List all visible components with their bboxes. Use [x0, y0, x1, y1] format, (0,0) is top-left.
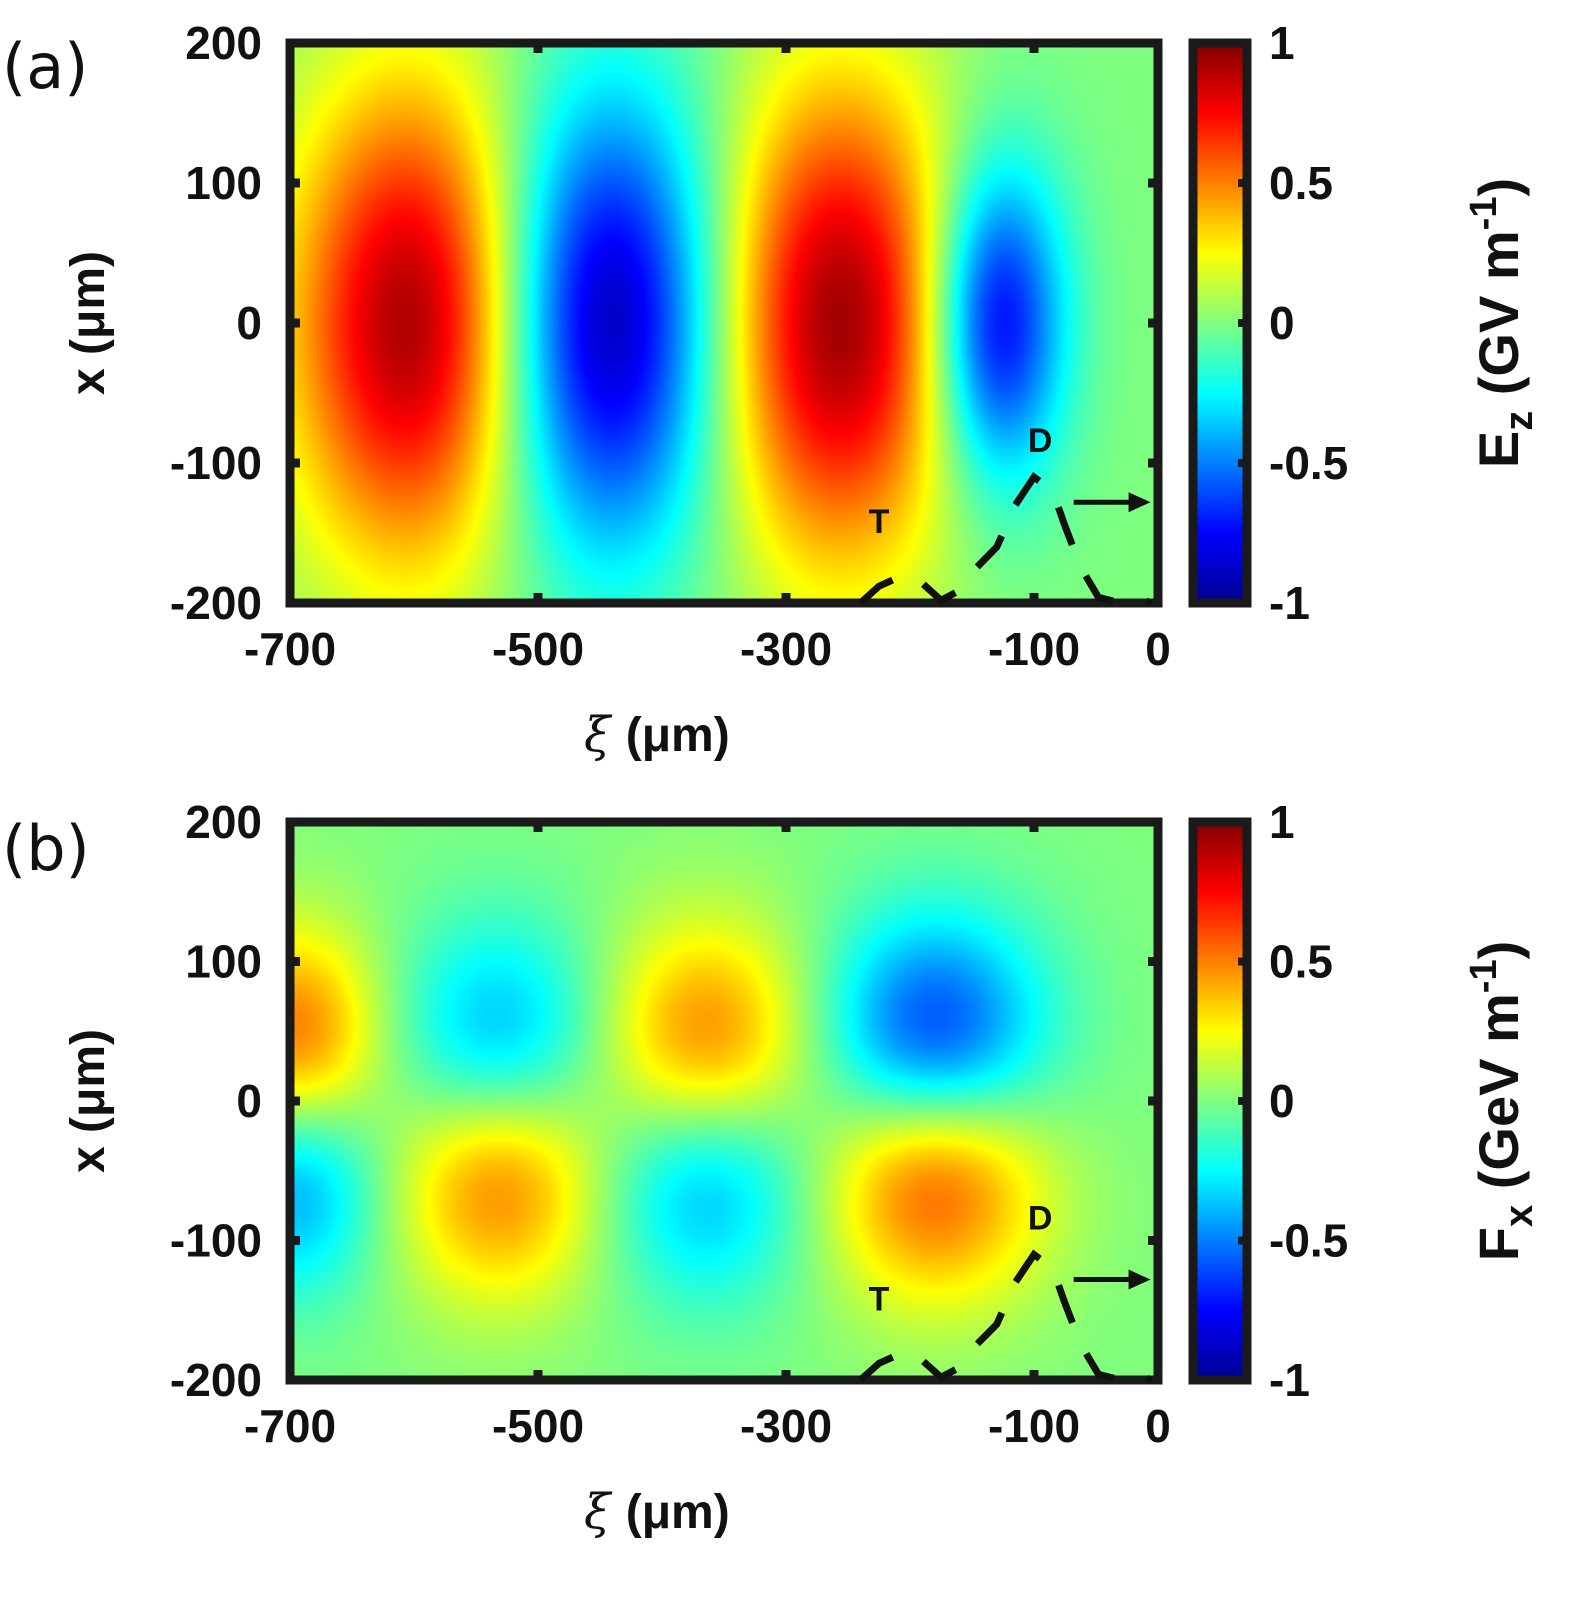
colorbar-tick-label: 0	[1269, 1075, 1295, 1127]
propagation-arrow-head	[1128, 1269, 1151, 1290]
driver-trajectory-curve	[858, 1249, 1153, 1384]
y-label-unit: (μm)	[62, 251, 115, 355]
y-tick-label: -200	[170, 577, 262, 629]
x-tick-label: 0	[1145, 623, 1171, 675]
colorbar-label-subscript: z	[1497, 411, 1541, 431]
colorbar-label-subscript: x	[1497, 1205, 1541, 1227]
colorbar-label-symbol: F	[1467, 1227, 1530, 1261]
y-tick-label: 100	[185, 157, 262, 209]
propagation-arrow-head	[1128, 492, 1151, 513]
svg-text:ξ (μm): ξ (μm)	[584, 707, 730, 763]
colorbar-tick-label: 1	[1269, 796, 1295, 848]
colorbar: -1 -0.5 0 0.5 1	[1188, 17, 1348, 629]
x-tick-label: 0	[1145, 1400, 1171, 1452]
colorbar-tick-label: -0.5	[1269, 437, 1348, 489]
x-tick-label: -500	[492, 623, 584, 675]
y-tick-label: -100	[170, 1215, 262, 1267]
y-tick-label: 200	[185, 17, 262, 69]
colorbar-label-symbol: E	[1467, 431, 1530, 468]
y-axis-label: x (μm)	[62, 251, 115, 395]
colorbar-tick-label: -0.5	[1269, 1215, 1348, 1267]
colorbar-label-unit: (GeV m	[1467, 993, 1530, 1205]
panel-a: (a) -700 -500 -300 -100 0 -200 -100 0 100 200 x (…	[2, 17, 1541, 763]
heatmap-image	[290, 43, 1158, 603]
colorbar-tick-label: 0.5	[1269, 157, 1333, 209]
svg-text:Fx (GeV m-1): Fx (GeV m-1)	[1463, 941, 1541, 1262]
y-label-unit: (μm)	[62, 1029, 115, 1133]
svg-text:ξ (μm): ξ (μm)	[584, 1484, 730, 1540]
colorbar-tick-label: 0.5	[1269, 936, 1333, 988]
x-tick-label: -300	[740, 1400, 832, 1452]
colorbar-label-close: )	[1467, 178, 1530, 197]
x-label-symbol: ξ	[584, 1484, 626, 1540]
x-tick-label: -700	[244, 623, 336, 675]
colorbar-tick-label: -1	[1269, 1354, 1310, 1406]
colorbar-tick-label: 0	[1269, 297, 1295, 349]
annotation-d: D	[1028, 422, 1053, 460]
svg-text:x (μm): x (μm)	[62, 1029, 115, 1173]
y-tick-label: -100	[170, 437, 262, 489]
colorbar-tick-label: -1	[1269, 577, 1310, 629]
y-tick-label: -200	[170, 1354, 262, 1406]
annotations: TD	[858, 422, 1153, 607]
svg-text:x (μm): x (μm)	[62, 251, 115, 395]
x-label-unit: (μm)	[626, 1486, 730, 1539]
y-tick-label: 0	[236, 297, 262, 349]
colorbar-label-exponent: -1	[1463, 197, 1505, 231]
panel-b: (b) -700 -500 -300 -100 0 -200 -100 0 100 200 x (…	[2, 796, 1541, 1540]
colorbar-label: Ez (GV m-1)	[1463, 178, 1541, 468]
annotation-t: T	[869, 1280, 890, 1318]
y-tick-label: 100	[185, 936, 262, 988]
x-tick-label: -100	[988, 623, 1080, 675]
x-tick-label: -100	[988, 1400, 1080, 1452]
heatmap-plot	[285, 38, 1163, 608]
axis-ticks: -700 -500 -300 -100 0 -200 -100 0 100 200	[170, 796, 1171, 1452]
svg-text:Ez (GV m-1): Ez (GV m-1)	[1463, 178, 1541, 468]
driver-trajectory-curve	[858, 471, 1153, 607]
annotation-t: T	[869, 503, 890, 541]
colorbar-label: Fx (GeV m-1)	[1463, 941, 1541, 1262]
x-tick-label: -300	[740, 623, 832, 675]
colorbar-label-exponent: -1	[1463, 959, 1505, 993]
y-label-symbol: x	[62, 355, 115, 395]
x-tick-label: -700	[244, 1400, 336, 1452]
y-axis-label: x (μm)	[62, 1029, 115, 1173]
panel-label: (b)	[2, 812, 90, 885]
colorbar-label-unit: (GV m	[1467, 230, 1530, 410]
x-axis-label: ξ (μm)	[584, 1484, 730, 1540]
annotation-d: D	[1028, 1199, 1053, 1237]
heatmap-plot	[285, 817, 1163, 1385]
x-label-symbol: ξ	[584, 707, 626, 763]
colorbar: -1 -0.5 0 0.5 1	[1188, 796, 1348, 1406]
y-tick-label: 200	[185, 796, 262, 848]
colorbar-label-close: )	[1467, 941, 1530, 960]
annotations: TD	[858, 1199, 1153, 1384]
panel-label: (a)	[2, 30, 88, 103]
y-tick-label: 0	[236, 1075, 262, 1127]
y-label-symbol: x	[62, 1133, 115, 1173]
axis-ticks: -700 -500 -300 -100 0 -200 -100 0 100 200	[170, 17, 1171, 675]
heatmap-image	[290, 822, 1158, 1380]
x-axis-label: ξ (μm)	[584, 707, 730, 763]
x-label-unit: (μm)	[626, 709, 730, 762]
x-tick-label: -500	[492, 1400, 584, 1452]
colorbar-tick-label: 1	[1269, 17, 1295, 69]
